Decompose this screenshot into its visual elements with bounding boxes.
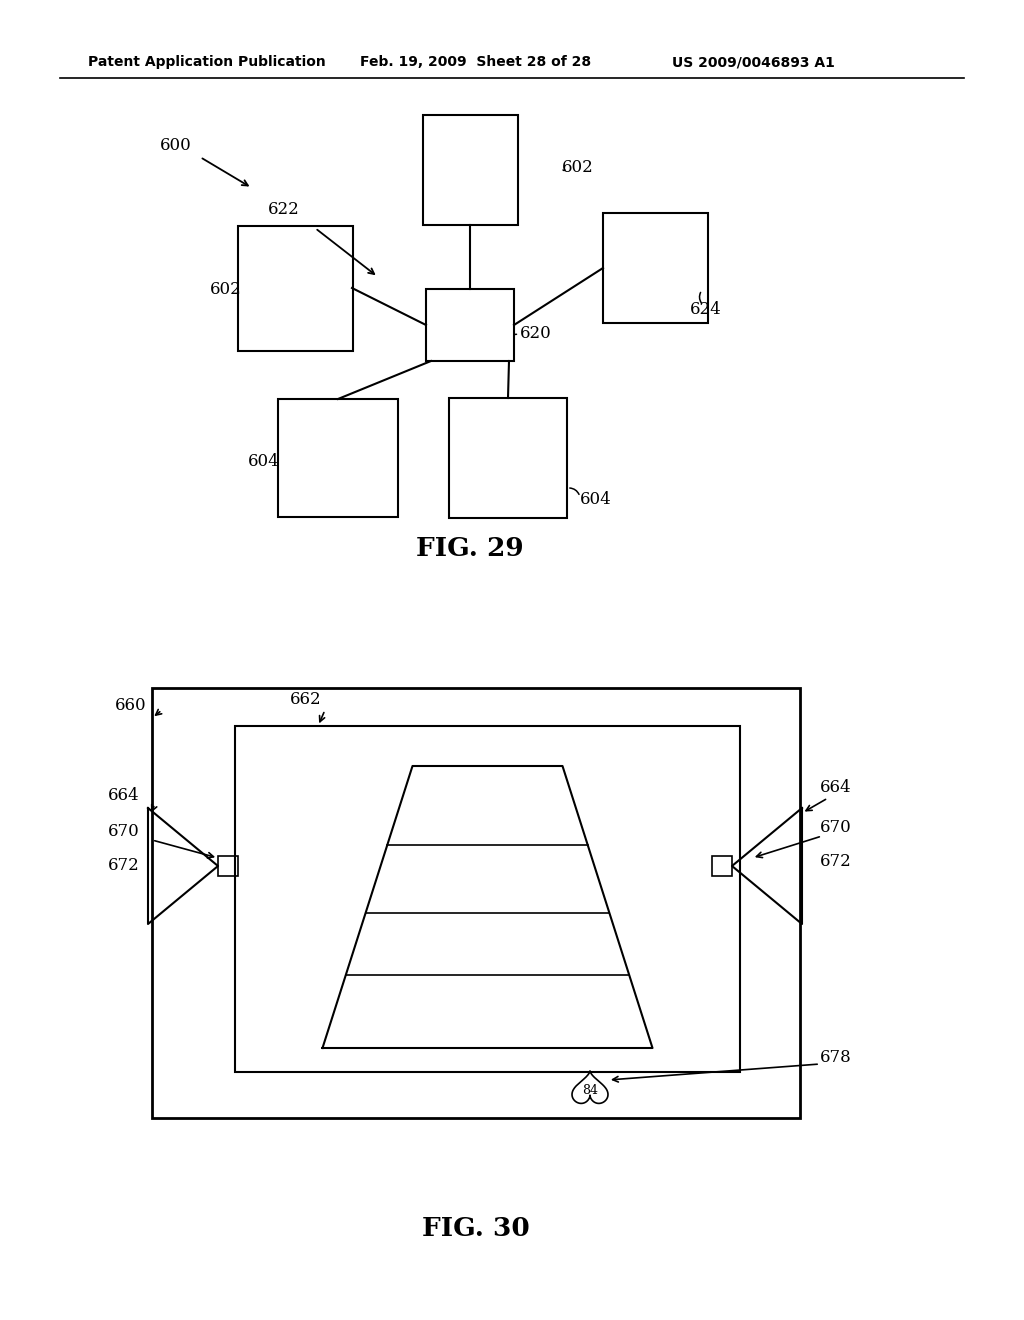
Text: 624: 624 [690, 301, 722, 318]
Text: 604: 604 [248, 454, 280, 470]
Bar [602, 213, 708, 323]
Text: 678: 678 [820, 1049, 852, 1067]
Text: 600: 600 [160, 136, 191, 153]
Text: 602: 602 [210, 281, 242, 298]
Text: 620: 620 [520, 325, 552, 342]
Text: 664: 664 [820, 780, 852, 796]
Text: 670: 670 [108, 824, 139, 841]
Text: 660: 660 [115, 697, 146, 714]
Text: Patent Application Publication: Patent Application Publication [88, 55, 326, 69]
Text: Feb. 19, 2009  Sheet 28 of 28: Feb. 19, 2009 Sheet 28 of 28 [360, 55, 591, 69]
Bar [238, 226, 352, 351]
Bar [423, 115, 517, 224]
Text: 662: 662 [290, 692, 322, 709]
Text: 84: 84 [582, 1084, 598, 1097]
Bar [234, 726, 740, 1072]
Bar [426, 289, 514, 360]
Text: 672: 672 [108, 857, 139, 874]
Text: 622: 622 [268, 202, 300, 219]
Text: US 2009/0046893 A1: US 2009/0046893 A1 [672, 55, 835, 69]
Bar [152, 688, 800, 1118]
Text: 672: 672 [820, 854, 852, 870]
Bar [712, 855, 732, 876]
Text: 664: 664 [108, 787, 139, 804]
Text: 670: 670 [820, 820, 852, 837]
Text: 602: 602 [562, 160, 594, 177]
Text: 604: 604 [580, 491, 611, 508]
Bar [278, 399, 398, 517]
Bar [218, 855, 238, 876]
Text: FIG. 30: FIG. 30 [422, 1216, 529, 1241]
Text: FIG. 29: FIG. 29 [416, 536, 524, 561]
Bar [449, 399, 567, 517]
